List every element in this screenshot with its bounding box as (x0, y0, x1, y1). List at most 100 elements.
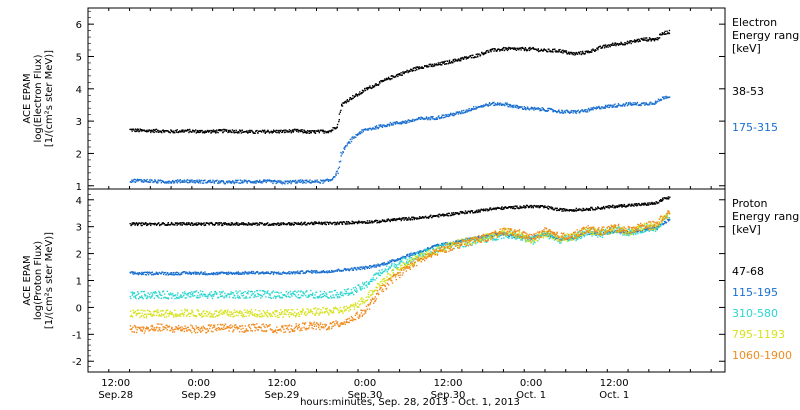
y-tick-label: 6 (76, 20, 82, 31)
data-point (322, 295, 324, 298)
data-point (396, 218, 398, 220)
data-point (362, 284, 365, 286)
data-point (266, 291, 268, 293)
data-point (268, 293, 270, 295)
data-point (132, 293, 134, 295)
data-point (357, 94, 359, 96)
data-point (341, 221, 344, 223)
data-point (220, 295, 223, 297)
data-point (219, 293, 222, 295)
y-tick-label: 0 (76, 303, 82, 314)
data-point (252, 270, 255, 273)
data-point (660, 34, 662, 36)
data-point (410, 218, 412, 220)
data-point (403, 121, 405, 123)
data-point (212, 179, 214, 181)
data-point (217, 180, 220, 182)
data-point (369, 127, 372, 130)
data-point (405, 71, 407, 73)
data-point (645, 39, 647, 41)
data-point (368, 283, 370, 285)
data-point (327, 271, 329, 274)
data-point (174, 273, 176, 276)
data-point (271, 292, 273, 294)
data-point (518, 207, 520, 210)
data-point (535, 108, 538, 110)
data-point (226, 294, 228, 296)
data-point (209, 179, 212, 181)
data-point (665, 198, 668, 200)
data-point (188, 222, 190, 224)
data-point (403, 219, 405, 221)
data-point (218, 273, 220, 275)
data-point (292, 129, 294, 131)
data-point (179, 224, 182, 226)
data-point (297, 129, 299, 132)
data-point (452, 213, 454, 216)
data-point (382, 262, 384, 265)
data-point (221, 295, 224, 297)
data-point (375, 219, 377, 222)
data-point (241, 295, 243, 297)
data-point (375, 83, 377, 85)
data-point (213, 224, 216, 226)
data-point (252, 180, 254, 183)
data-point (148, 129, 150, 131)
data-point (603, 44, 605, 46)
data-point (446, 60, 449, 62)
data-point (287, 222, 289, 225)
data-point (238, 182, 240, 184)
data-point (571, 209, 573, 211)
data-point (438, 213, 441, 215)
data-point (490, 237, 492, 239)
data-point (559, 242, 561, 244)
data-point (314, 297, 316, 299)
data-point (297, 179, 299, 182)
data-point (272, 273, 275, 276)
data-point (424, 65, 426, 67)
data-point (338, 120, 340, 123)
data-point (229, 223, 231, 226)
data-point (182, 222, 184, 224)
data-point (220, 272, 222, 274)
data-point (464, 212, 466, 215)
data-point (198, 180, 200, 183)
data-point (586, 50, 589, 52)
data-point (251, 293, 254, 295)
data-point (386, 218, 388, 221)
data-point (465, 241, 467, 243)
data-point (415, 252, 418, 254)
data-point (482, 236, 484, 238)
data-point (573, 238, 575, 241)
data-point (379, 265, 381, 268)
data-point (668, 32, 671, 35)
data-point (521, 108, 524, 110)
data-point (288, 181, 291, 183)
data-point (615, 206, 617, 208)
data-point (141, 224, 143, 227)
data-point (173, 181, 175, 183)
data-point (319, 222, 321, 224)
data-point (654, 102, 656, 104)
data-point (243, 273, 245, 275)
data-point (152, 291, 154, 294)
data-point (346, 100, 348, 102)
data-point (255, 222, 257, 224)
data-point (497, 48, 499, 50)
data-point (295, 222, 297, 224)
data-point (662, 96, 665, 98)
data-point (476, 107, 478, 109)
data-point (240, 129, 242, 132)
data-point (306, 224, 308, 226)
data-point (662, 199, 664, 201)
data-point (349, 142, 351, 144)
data-point (592, 48, 594, 50)
data-point (532, 107, 534, 109)
data-point (200, 272, 202, 274)
data-point (313, 271, 315, 273)
data-point (254, 223, 256, 226)
data-point (185, 272, 187, 274)
data-point (358, 284, 360, 286)
data-point (322, 293, 325, 295)
